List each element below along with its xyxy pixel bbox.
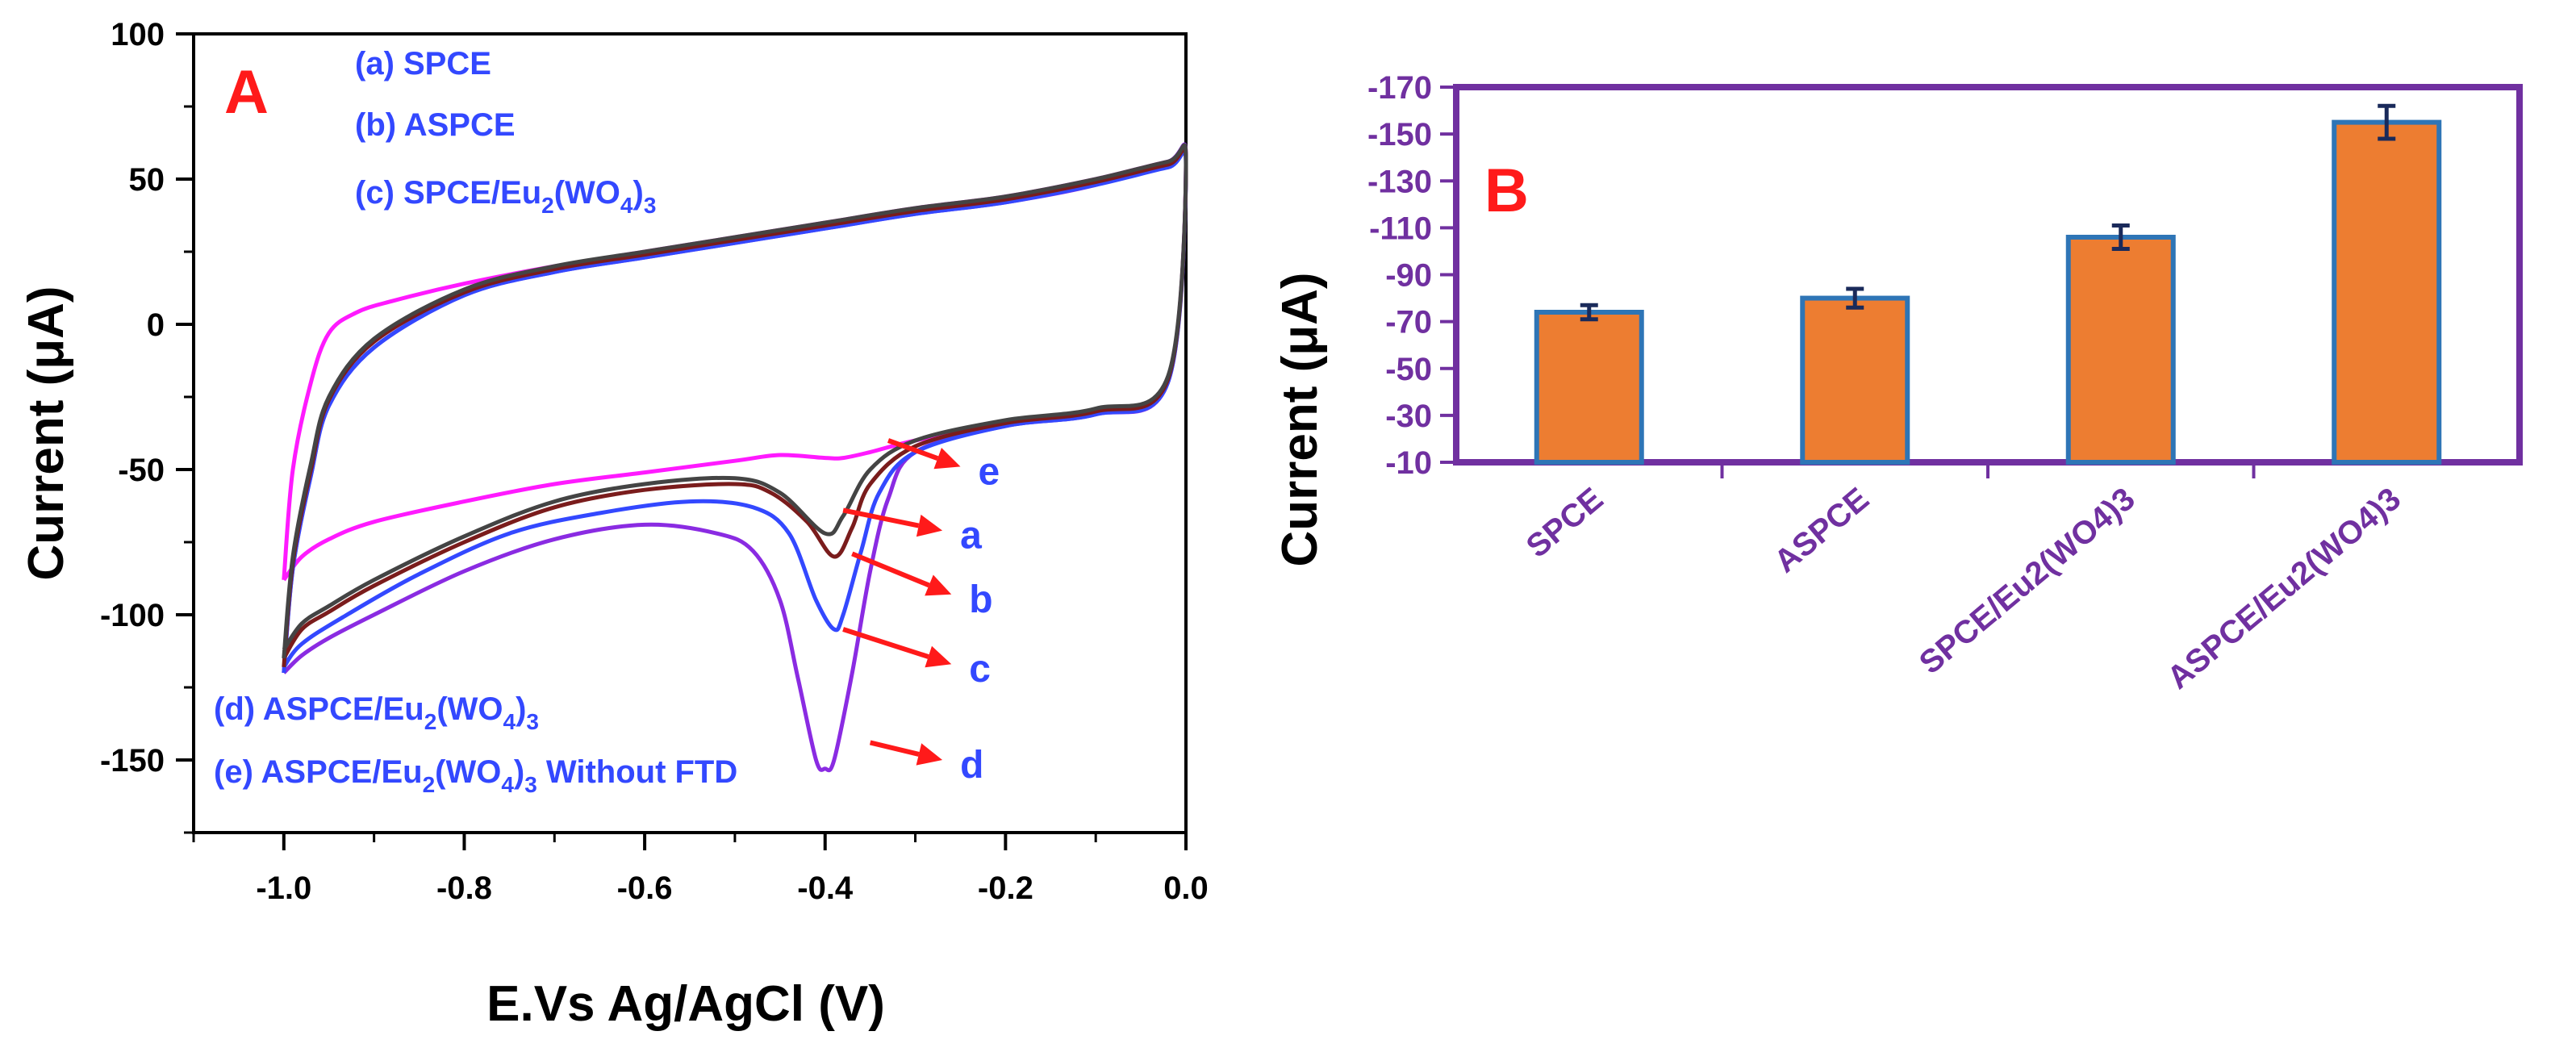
- legend-entry-b: (b) ASPCE: [355, 107, 516, 143]
- legend-entry-a: (a) SPCE: [355, 46, 491, 81]
- legend-subscript: 4: [503, 709, 516, 734]
- cv-curve-b: [282, 145, 1188, 668]
- y-tick-label: 50: [129, 162, 165, 198]
- legend-suffix: Without FTD: [537, 754, 737, 790]
- arrow-label-b: b: [969, 578, 992, 621]
- panel-a-y-ticks: 100 50 0 -50 -100 -150: [100, 17, 194, 834]
- panel-b-bars: [1534, 103, 2442, 465]
- arrow-head-b: [925, 574, 952, 596]
- legend-subscript: 3: [526, 709, 539, 734]
- panel-b-x-ticks: SPCE ASPCE SPCE/Eu2(WO4)3 ASPCE/Eu2(WO4)3: [1520, 462, 2407, 696]
- y-tick-label: 0: [147, 307, 165, 343]
- y-tick-label: -130: [1367, 164, 1432, 199]
- bar: [1534, 310, 1644, 465]
- x-tick-label: -1.0: [256, 871, 311, 906]
- arrow-b: [851, 551, 930, 588]
- legend-entry-d: (d) ASPCE/Eu2(WO4)3: [214, 691, 539, 734]
- legend-text: (WO: [436, 691, 503, 727]
- arrow-d: [869, 740, 920, 757]
- legend-text: (WO: [435, 754, 501, 790]
- x-tick-label: -0.2: [978, 871, 1033, 906]
- y-tick-label: -70: [1385, 305, 1432, 340]
- cv-curve-c: [282, 148, 1188, 674]
- legend-text: ): [516, 691, 526, 727]
- arrow-label-e: e: [978, 450, 1000, 493]
- panel-b-y-axis-label: Current (μA): [1272, 272, 1328, 566]
- y-tick-label: -10: [1385, 445, 1432, 481]
- y-tick-label: -110: [1369, 211, 1432, 246]
- legend-subscript: 4: [620, 193, 633, 218]
- legend-text: ): [633, 175, 644, 211]
- y-tick-label: -150: [1367, 117, 1432, 152]
- arrow-label-d: d: [960, 744, 983, 787]
- y-tick-label: -30: [1385, 399, 1432, 434]
- panel-a-curves: [282, 142, 1188, 773]
- bar: [2332, 119, 2442, 465]
- arrow-label-c: c: [969, 648, 991, 691]
- panel-a-y-axis-label: Current (μA): [19, 286, 74, 580]
- y-tick-label: -100: [100, 598, 165, 633]
- x-category-label: ASPCE/Eu2(WO4)3: [2161, 481, 2407, 696]
- y-tick-label: -150: [100, 743, 165, 779]
- legend-subscript: 4: [501, 772, 514, 797]
- panel-b-label: B: [1484, 157, 1529, 225]
- bar: [2065, 235, 2176, 465]
- x-tick-label: 0.0: [1163, 871, 1209, 906]
- legend-text: (d) ASPCE/Eu: [214, 691, 424, 727]
- panel-a-plot-frame: [192, 32, 1188, 834]
- arrow-head-a: [916, 514, 943, 537]
- x-tick-label: -0.6: [617, 871, 673, 906]
- panel-a-label: A: [224, 58, 269, 127]
- arrow-e: [887, 438, 939, 461]
- panel-b-y-ticks: -170 -150 -130 -110 -90 -70 -50 -30 -10: [1367, 70, 1456, 481]
- arrow-a: [842, 507, 920, 528]
- x-category-label: SPCE/Eu2(WO4)3: [1913, 481, 2142, 681]
- y-tick-label: -50: [1385, 352, 1432, 387]
- y-tick-label: 100: [111, 17, 165, 52]
- legend-text: (a) SPCE: [355, 46, 491, 81]
- y-tick-label: -170: [1367, 70, 1432, 106]
- legend-entry-e: (e) ASPCE/Eu2(WO4)3 Without FTD: [214, 754, 737, 797]
- legend-entry-c: (c) SPCE/Eu2(WO4)3: [355, 175, 656, 218]
- legend-text: (WO: [554, 175, 620, 211]
- legend-text: (c) SPCE/Eu: [355, 175, 541, 211]
- arrow-head-c: [925, 645, 952, 668]
- x-category-label: SPCE: [1520, 481, 1610, 565]
- legend-text: (b) ASPCE: [355, 107, 516, 143]
- legend-subscript: 2: [423, 772, 436, 797]
- panel-a: -1.0 -0.8 -0.6 -0.4 -0.2 0.0 100 50 0 -50 -100 -15…: [19, 17, 1209, 1032]
- panel-a-legend: (a) SPCE(b) ASPCE(c) SPCE/Eu2(WO4)3(d) A…: [214, 46, 737, 797]
- x-tick-label: -0.8: [436, 871, 492, 906]
- panel-a-x-axis-label: E.Vs Ag/AgCl (V): [486, 976, 885, 1032]
- legend-subscript: 3: [644, 193, 657, 218]
- panel-b: -170 -150 -130 -110 -90 -70 -50 -30 -10 SPCE ASPC…: [1272, 70, 2523, 696]
- legend-subscript: 3: [524, 772, 537, 797]
- y-tick-label: -50: [118, 453, 165, 488]
- arrow-head-d: [916, 743, 943, 766]
- legend-text: (e) ASPCE/Eu: [214, 754, 423, 790]
- cv-curve-a: [282, 143, 1188, 659]
- legend-text: ): [514, 754, 524, 790]
- arrow-c: [842, 627, 929, 659]
- arrow-head-e: [933, 448, 961, 470]
- x-category-label: ASPCE: [1768, 481, 1876, 579]
- panel-a-x-ticks: -1.0 -0.8 -0.6 -0.4 -0.2 0.0: [192, 833, 1209, 906]
- legend-subscript: 2: [424, 709, 437, 734]
- arrow-label-a: a: [960, 515, 982, 557]
- legend-subscript: 2: [541, 193, 554, 218]
- bar: [1800, 295, 1910, 465]
- x-tick-label: -0.4: [797, 871, 854, 906]
- y-tick-label: -90: [1385, 258, 1432, 294]
